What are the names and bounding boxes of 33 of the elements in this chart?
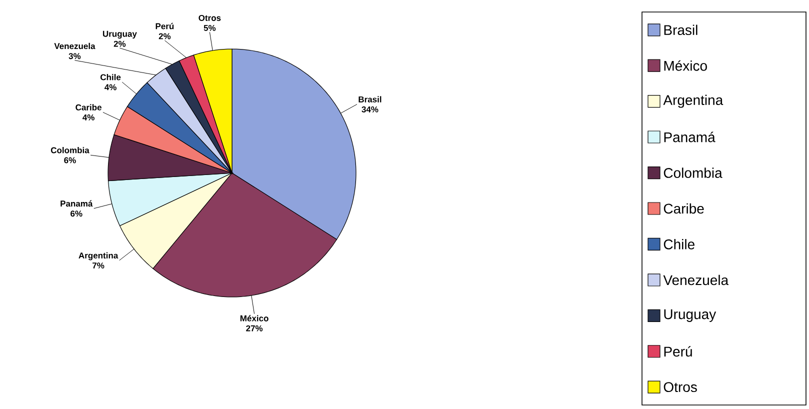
slice-label: Argentina [78,252,118,260]
legend-label: Caribe [664,203,704,214]
legend-label: Brasil [664,24,698,36]
slice-label: Uruguay [102,30,137,39]
legend-label: México [664,60,707,71]
legend-label: Chile [664,239,694,250]
legend-label: Colombia [664,168,722,178]
data-label: 27% [246,325,263,332]
slice-label: Chile [100,74,121,80]
slice-label: México [240,315,268,322]
data-label: 4% [104,84,116,90]
data-label: 3% [68,53,81,60]
data-label: 5% [204,24,216,31]
legend-label: Panamá [664,132,716,142]
slice-label: Colombia [50,147,90,154]
legend-label: Perú [664,346,692,357]
data-label: 2% [158,33,171,40]
data-label: 34% [362,106,378,112]
data-label: 2% [114,40,126,47]
slice-label: Perú [156,22,174,30]
data-label: 6% [64,157,76,164]
legend-label: Uruguay [664,309,716,322]
slice-label: Panamá [60,200,93,207]
legend-label: Otros [664,382,697,392]
data-label: 4% [82,114,94,120]
legend-label: Venezuela [663,274,729,286]
slice-label: Brasil [358,96,382,102]
data-label: 6% [70,210,82,217]
legend-label: Argentina [663,94,724,108]
slice-label: Otros [198,14,221,21]
slice-label: Venezuela [54,42,96,50]
data-label: 7% [92,262,104,268]
slice-label: Caribe [76,104,102,110]
